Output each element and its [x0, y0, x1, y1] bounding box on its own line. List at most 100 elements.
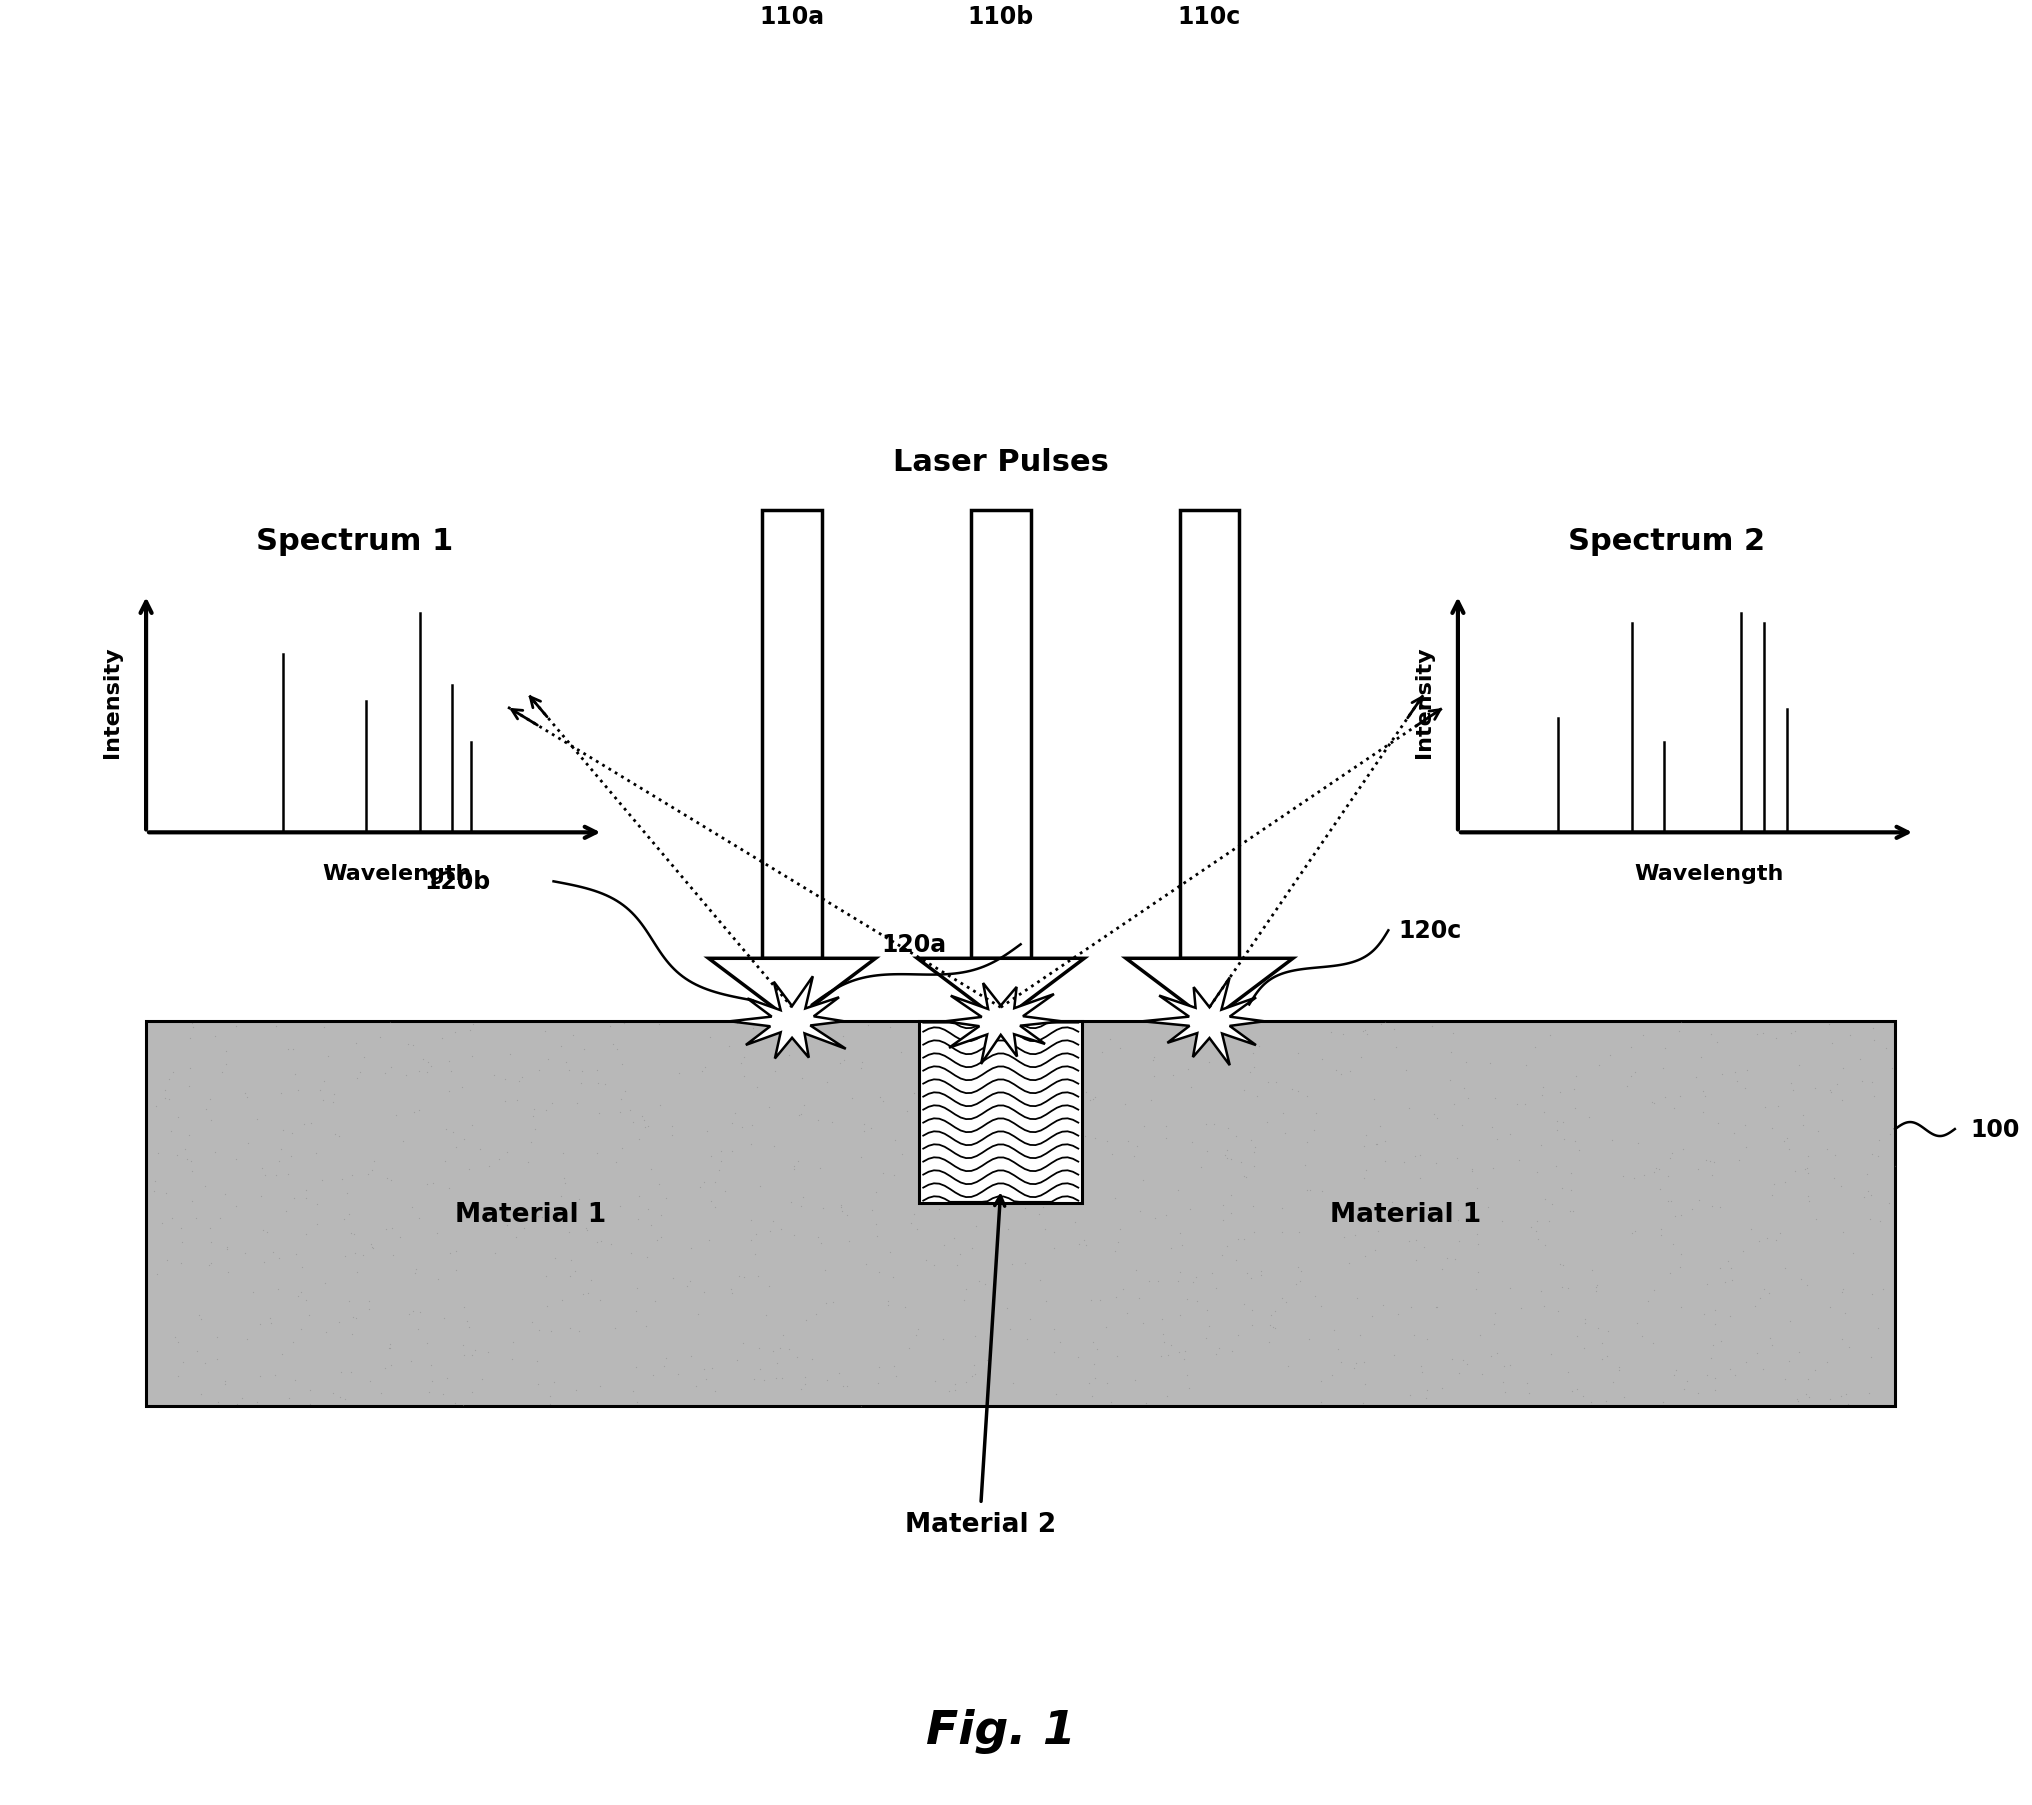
Point	[1193, 1312, 1225, 1341]
Point	[1368, 1126, 1400, 1155]
Point	[1002, 1157, 1034, 1186]
Point	[1215, 1338, 1248, 1366]
Point	[457, 1011, 490, 1040]
Point	[843, 1392, 876, 1421]
Point	[431, 1365, 463, 1393]
Point	[163, 1327, 195, 1356]
Point	[140, 1260, 173, 1289]
Point	[955, 1233, 988, 1262]
Point	[1750, 1224, 1782, 1253]
Point	[1138, 1043, 1170, 1072]
Point	[563, 1318, 595, 1347]
Point	[1477, 1310, 1510, 1339]
Point	[1768, 1126, 1800, 1155]
Point	[868, 1159, 900, 1188]
Point	[880, 1361, 912, 1390]
Point	[258, 1361, 291, 1390]
Point	[992, 1215, 1024, 1244]
Point	[860, 1209, 892, 1238]
Point	[1559, 1094, 1591, 1123]
Point	[1575, 1256, 1607, 1285]
Point	[581, 1056, 614, 1085]
Point	[1583, 1314, 1615, 1343]
Point	[632, 1112, 664, 1141]
Point	[624, 1182, 656, 1211]
Point	[827, 1022, 860, 1051]
Point	[1282, 1218, 1315, 1247]
Point	[1693, 1148, 1725, 1177]
Point	[994, 1316, 1026, 1345]
Point	[303, 1076, 335, 1105]
Point	[1044, 1327, 1077, 1356]
Point	[526, 1202, 559, 1231]
Point	[1792, 1182, 1825, 1211]
Point	[878, 1126, 910, 1155]
Point	[183, 1301, 215, 1330]
Point	[1172, 1374, 1205, 1402]
Point	[888, 1292, 920, 1321]
Point	[900, 1321, 933, 1350]
Point	[1697, 1330, 1729, 1359]
Point	[1528, 1184, 1561, 1213]
Point	[242, 1388, 274, 1417]
Point	[1061, 1105, 1093, 1134]
Point	[301, 1209, 333, 1238]
Point	[1540, 1115, 1573, 1144]
Point	[1319, 1056, 1351, 1085]
Point	[1307, 1177, 1339, 1206]
Point	[1237, 1152, 1270, 1180]
Point	[1040, 1186, 1073, 1215]
Point	[1874, 1119, 1906, 1148]
Point	[1410, 1325, 1443, 1354]
Point	[847, 1110, 880, 1139]
Point	[219, 1390, 252, 1419]
Point	[1447, 1110, 1479, 1139]
Point	[175, 1054, 207, 1083]
Point	[1461, 1258, 1494, 1287]
Point	[319, 1121, 352, 1150]
Point	[219, 1013, 252, 1041]
Point	[1305, 1045, 1337, 1074]
Point	[823, 1359, 855, 1388]
Point	[1664, 1253, 1697, 1282]
Point	[1591, 1386, 1624, 1415]
Point	[713, 1032, 746, 1061]
Text: 120b: 120b	[425, 870, 490, 893]
Point	[1337, 1354, 1370, 1383]
Point	[1355, 1301, 1388, 1330]
Point	[1339, 1220, 1372, 1249]
Point	[632, 1242, 664, 1271]
Point	[1077, 1085, 1109, 1114]
Point	[1522, 1224, 1554, 1253]
Point	[447, 1125, 480, 1153]
Point	[567, 1280, 599, 1309]
Point	[628, 1106, 660, 1135]
Point	[1235, 1296, 1268, 1325]
Point	[1695, 1020, 1727, 1049]
Point	[758, 1132, 790, 1161]
Point	[1061, 1343, 1093, 1372]
Point	[1237, 1052, 1270, 1081]
Point	[1132, 1267, 1164, 1296]
Point	[939, 1375, 971, 1404]
Point	[1447, 1345, 1479, 1374]
Point	[715, 1108, 748, 1137]
Point	[1443, 1227, 1475, 1256]
Point	[1341, 1283, 1374, 1312]
Point	[1512, 1368, 1544, 1397]
Point	[354, 1287, 386, 1316]
Point	[386, 1128, 419, 1157]
Point	[1774, 1069, 1806, 1097]
Point	[396, 1298, 429, 1327]
Point	[152, 1085, 185, 1114]
Point	[1689, 1081, 1721, 1110]
Point	[1376, 1188, 1408, 1217]
Point	[272, 1384, 305, 1413]
Point	[1124, 1197, 1156, 1226]
Point	[1150, 1112, 1183, 1141]
Point	[1059, 1208, 1091, 1236]
Point	[1201, 1027, 1233, 1056]
Point	[301, 1139, 333, 1168]
Point	[500, 1224, 532, 1253]
Point	[1166, 1011, 1199, 1040]
